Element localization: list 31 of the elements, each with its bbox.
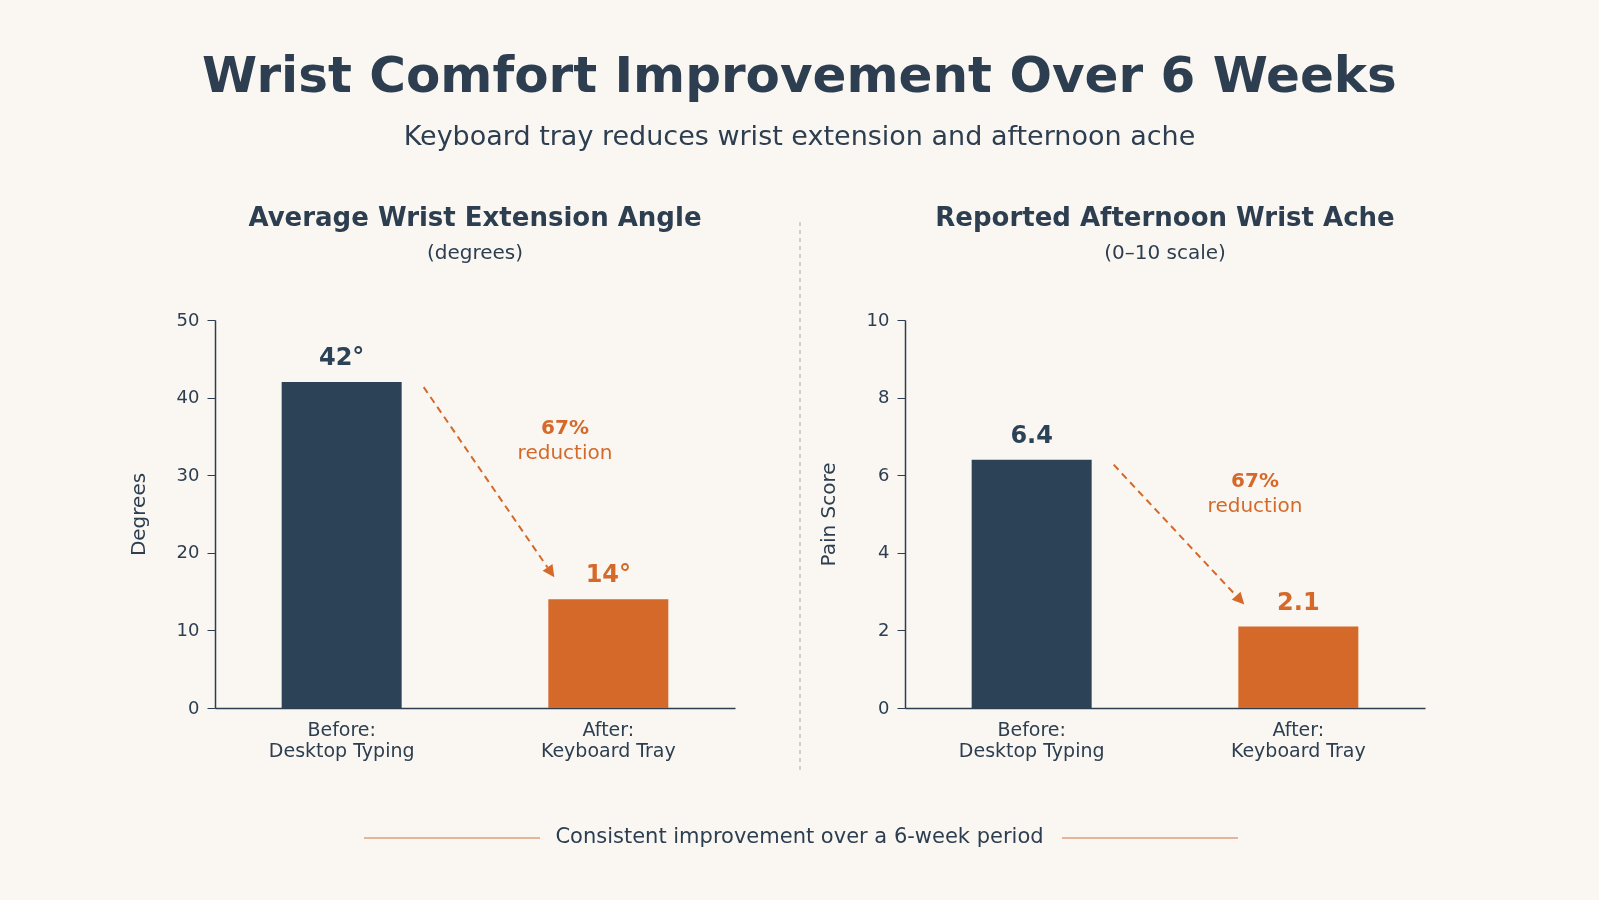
x-tick-label: After: Keyboard Tray — [1230, 717, 1366, 761]
y-tick-label: 50 — [176, 308, 200, 330]
y-tick-label: 10 — [176, 618, 200, 640]
y-tick-label: 40 — [176, 386, 200, 408]
chart-title: Reported Afternoon Wrist Ache — [935, 202, 1395, 232]
y-tick-label: 20 — [176, 541, 200, 563]
y-tick-label: 4 — [878, 541, 890, 563]
data-label: 6.4 — [1010, 420, 1053, 449]
text: Keyboard tray reduces wrist extension and afternoon ache — [402, 120, 1197, 151]
y-axis-title: Degrees — [125, 472, 150, 557]
text: Wrist Comfort Improvement Over 6 Weeks — [201, 46, 1398, 104]
y-tick-label: 0 — [188, 696, 200, 718]
data-label: 14° — [585, 560, 632, 589]
x-tick-label: Before: Desktop Typing — [958, 717, 1105, 761]
text: Consistent improvement over a 6-week period — [554, 824, 1045, 848]
annotation: 67% reduction — [1207, 467, 1303, 517]
data-label: 42° — [318, 343, 365, 372]
y-axis-title: Pain Score — [815, 462, 840, 567]
x-tick-label: Before: Desktop Typing — [268, 717, 415, 761]
chart-subtitle: (degrees) — [426, 240, 524, 264]
annotation: 67% reduction — [517, 415, 613, 465]
y-tick-label: 2 — [878, 618, 890, 640]
y-tick-label: 8 — [878, 386, 890, 408]
chart-subtitle: (0–10 scale) — [1104, 240, 1226, 264]
data-label: 2.1 — [1277, 587, 1320, 616]
x-tick-label: After: Keyboard Tray — [540, 717, 676, 761]
y-tick-label: 30 — [176, 463, 200, 485]
y-tick-label: 6 — [878, 463, 890, 485]
y-tick-label: 0 — [878, 696, 890, 718]
chart-title: Average Wrist Extension Angle — [248, 202, 702, 232]
y-tick-label: 10 — [866, 308, 890, 330]
